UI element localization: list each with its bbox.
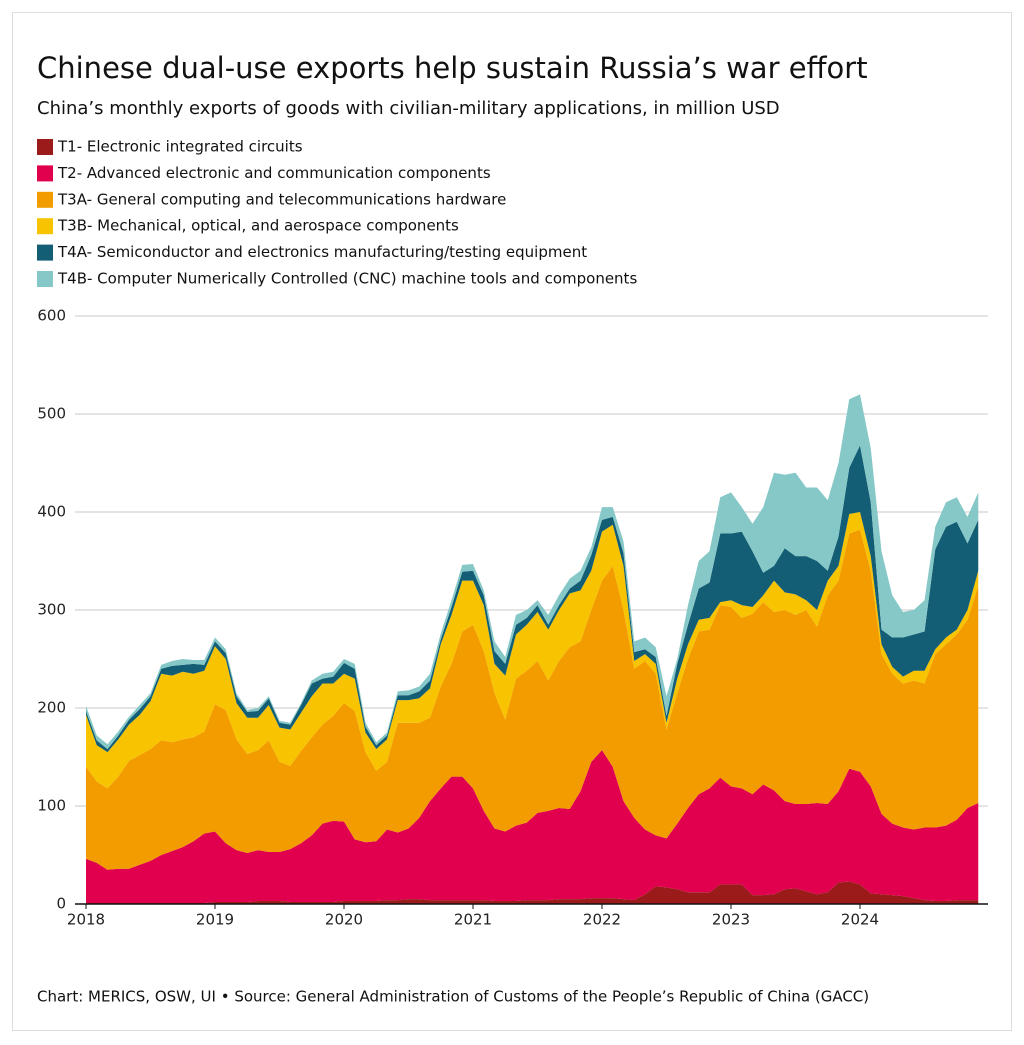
x-tick-label: 2023 [712, 911, 750, 929]
y-tick-label: 600 [37, 307, 66, 325]
x-tick-label: 2022 [583, 911, 621, 929]
area [86, 512, 979, 789]
area [86, 881, 979, 904]
legend-label: T4B- Computer Numerically Controlled (CN… [57, 270, 637, 288]
area [86, 750, 979, 904]
y-tick-label: 400 [37, 503, 66, 521]
y-tick-label: 100 [37, 797, 66, 815]
legend-swatch [37, 191, 53, 208]
legend-swatch [37, 165, 53, 182]
y-tick-label: 500 [37, 405, 66, 423]
y-tick-label: 300 [37, 601, 66, 619]
legend-swatch [37, 218, 53, 235]
legend-swatch [37, 244, 53, 261]
x-tick-label: 2019 [196, 911, 234, 929]
legend-swatch [37, 139, 53, 155]
legend-label: T3A- General computing and telecommunica… [57, 190, 506, 208]
legend-label: T1- Electronic integrated circuits [57, 138, 303, 156]
legend-label: T2- Advanced electronic and communicatio… [57, 164, 491, 182]
y-tick-label: 0 [56, 895, 66, 913]
legend-swatch [37, 271, 53, 287]
area [86, 529, 979, 870]
chart-title: Chinese dual-use exports help sustain Ru… [37, 51, 868, 85]
legend-label: T4A- Semiconductor and electronics manuf… [57, 243, 587, 261]
x-tick-label: 2018 [67, 911, 105, 929]
chart-subtitle: China’s monthly exports of goods with ci… [37, 98, 780, 119]
x-tick-label: 2021 [454, 911, 492, 929]
source: Chart: MERICS, OSW, UI • Source: General… [37, 988, 869, 1006]
legend-label: T3B- Mechanical, optical, and aerospace … [57, 217, 459, 235]
y-tick-label: 200 [37, 699, 66, 717]
x-tick-label: 2024 [841, 911, 879, 929]
x-tick-label: 2020 [325, 911, 363, 929]
